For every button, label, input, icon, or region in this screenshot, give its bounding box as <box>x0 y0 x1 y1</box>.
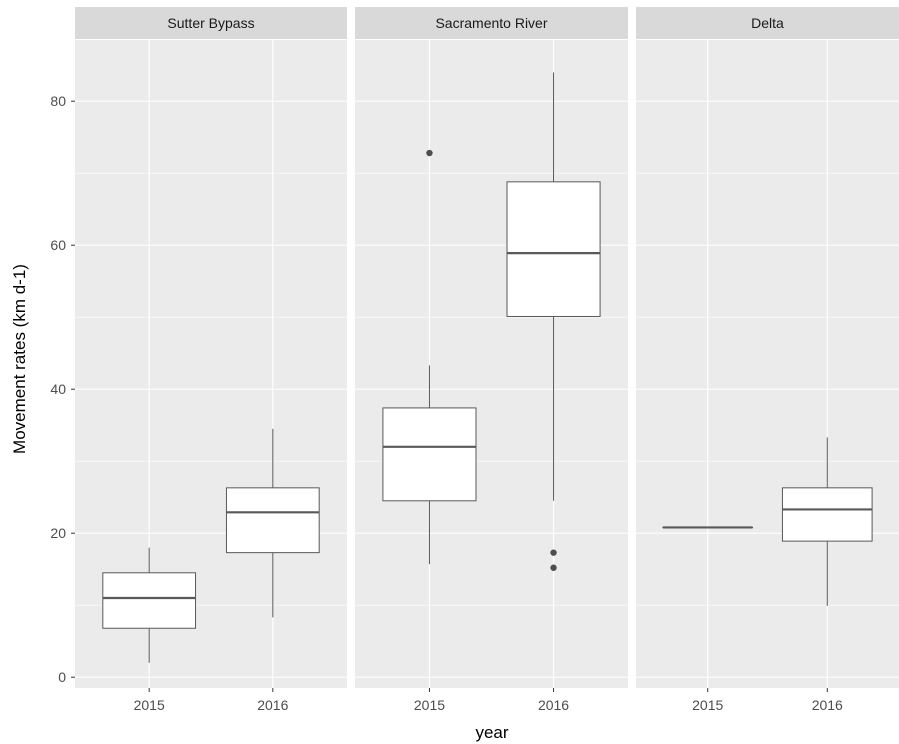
x-tick-label: 2015 <box>692 697 723 713</box>
box-2015 <box>382 149 477 565</box>
panels-layer: Sutter Bypass 2015 2016 Sacramento River 201… <box>75 7 899 713</box>
box-iqr <box>382 407 477 502</box>
facet-strip-label: Delta <box>751 15 784 31</box>
facet-strip <box>75 7 347 39</box>
panel-background <box>636 40 899 688</box>
x-tick-label: 2016 <box>257 697 288 713</box>
y-tick-label: 60 <box>50 237 66 253</box>
facet-strip-label: Sacramento River <box>435 15 547 31</box>
facet-panel: Delta 2015 2016 <box>636 7 899 713</box>
box-iqr <box>781 487 873 542</box>
box-2016 <box>781 437 873 606</box>
x-tick-label: 2016 <box>538 697 569 713</box>
y-tick-label: 0 <box>58 669 66 685</box>
y-axis-title: Movement rates (km d-1) <box>10 264 29 454</box>
box-iqr <box>102 572 197 629</box>
box-2016 <box>225 428 320 618</box>
facet-strip <box>636 7 899 39</box>
x-tick-label: 2016 <box>812 697 843 713</box>
y-tick-label: 80 <box>50 93 66 109</box>
panel-background <box>355 40 628 688</box>
box-iqr <box>225 487 320 554</box>
outlier-point <box>550 549 557 556</box>
outlier-point <box>550 564 557 571</box>
x-axis-title: year <box>475 723 508 742</box>
facet-strip-label: Sutter Bypass <box>167 15 254 31</box>
facet-strip <box>355 7 628 39</box>
y-tick-label: 40 <box>50 381 66 397</box>
box-2015 <box>102 547 197 663</box>
facet-panel: Sutter Bypass 2015 2016 <box>75 7 347 713</box>
y-axis: 0 20 40 60 80 <box>50 93 75 685</box>
box-2016 <box>506 72 601 571</box>
facet-panel: Sacramento River 2015 2016 <box>355 7 628 713</box>
x-tick-label: 2015 <box>414 697 445 713</box>
outlier-point <box>426 149 433 157</box>
x-tick-label: 2015 <box>134 697 165 713</box>
box-iqr <box>506 181 601 317</box>
y-tick-label: 20 <box>50 525 66 541</box>
